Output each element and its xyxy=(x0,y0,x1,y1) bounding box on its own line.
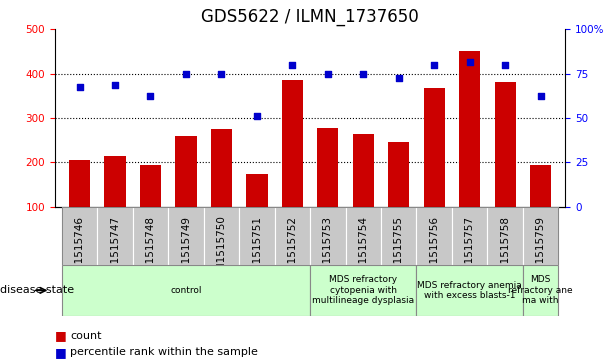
Point xyxy=(358,70,368,77)
Text: GSM1515748: GSM1515748 xyxy=(145,216,156,286)
Point xyxy=(394,75,404,81)
Bar xyxy=(175,136,196,207)
Text: GSM1515753: GSM1515753 xyxy=(323,216,333,286)
Point xyxy=(288,62,297,68)
Bar xyxy=(105,156,126,207)
Text: disease state: disease state xyxy=(0,285,74,295)
Bar xyxy=(494,82,516,207)
Point xyxy=(110,82,120,87)
Bar xyxy=(133,207,168,265)
Bar xyxy=(62,265,310,316)
Point xyxy=(536,93,545,99)
Bar xyxy=(388,142,409,207)
Bar xyxy=(282,80,303,207)
Title: GDS5622 / ILMN_1737650: GDS5622 / ILMN_1737650 xyxy=(201,8,419,26)
Bar xyxy=(345,207,381,265)
Bar xyxy=(275,207,310,265)
Bar xyxy=(488,207,523,265)
Bar xyxy=(317,128,339,207)
Point xyxy=(216,70,226,77)
Point xyxy=(145,93,155,99)
Bar xyxy=(416,207,452,265)
Text: count: count xyxy=(70,331,102,341)
Point xyxy=(181,70,191,77)
Text: GSM1515756: GSM1515756 xyxy=(429,216,439,286)
Text: GSM1515751: GSM1515751 xyxy=(252,216,262,286)
Text: ■: ■ xyxy=(55,329,66,342)
Text: GSM1515750: GSM1515750 xyxy=(216,216,226,285)
Bar xyxy=(452,207,488,265)
Text: GSM1515752: GSM1515752 xyxy=(288,216,297,286)
Text: GSM1515757: GSM1515757 xyxy=(465,216,475,286)
Bar xyxy=(239,207,275,265)
Point xyxy=(75,84,85,90)
Text: GSM1515755: GSM1515755 xyxy=(394,216,404,286)
Point xyxy=(323,70,333,77)
Point xyxy=(429,62,439,68)
Bar xyxy=(140,165,161,207)
Text: MDS refractory anemia
with excess blasts-1: MDS refractory anemia with excess blasts… xyxy=(417,281,522,300)
Text: GSM1515754: GSM1515754 xyxy=(358,216,368,286)
Bar xyxy=(424,88,445,207)
Text: ■: ■ xyxy=(55,346,66,359)
Point xyxy=(500,62,510,68)
Bar xyxy=(310,265,416,316)
Point xyxy=(252,113,261,119)
Bar xyxy=(62,207,97,265)
Point xyxy=(465,60,474,65)
Bar xyxy=(97,207,133,265)
Text: GSM1515749: GSM1515749 xyxy=(181,216,191,286)
Bar xyxy=(523,207,558,265)
Bar xyxy=(523,265,558,316)
Text: GSM1515747: GSM1515747 xyxy=(110,216,120,286)
Text: GSM1515746: GSM1515746 xyxy=(75,216,85,286)
Bar xyxy=(69,160,90,207)
Text: percentile rank within the sample: percentile rank within the sample xyxy=(70,347,258,357)
Bar xyxy=(530,165,551,207)
Bar xyxy=(168,207,204,265)
Text: GSM1515758: GSM1515758 xyxy=(500,216,510,286)
Text: MDS refractory
cytopenia with
multilineage dysplasia: MDS refractory cytopenia with multilinea… xyxy=(313,276,414,305)
Bar xyxy=(246,174,268,207)
Text: GSM1515759: GSM1515759 xyxy=(536,216,545,286)
Bar xyxy=(211,129,232,207)
Bar xyxy=(459,51,480,207)
Bar xyxy=(310,207,345,265)
Bar xyxy=(416,265,523,316)
Bar xyxy=(353,134,374,207)
Bar xyxy=(381,207,416,265)
Bar xyxy=(204,207,239,265)
Text: control: control xyxy=(170,286,202,295)
Text: MDS
refractory ane
ma with: MDS refractory ane ma with xyxy=(508,276,573,305)
